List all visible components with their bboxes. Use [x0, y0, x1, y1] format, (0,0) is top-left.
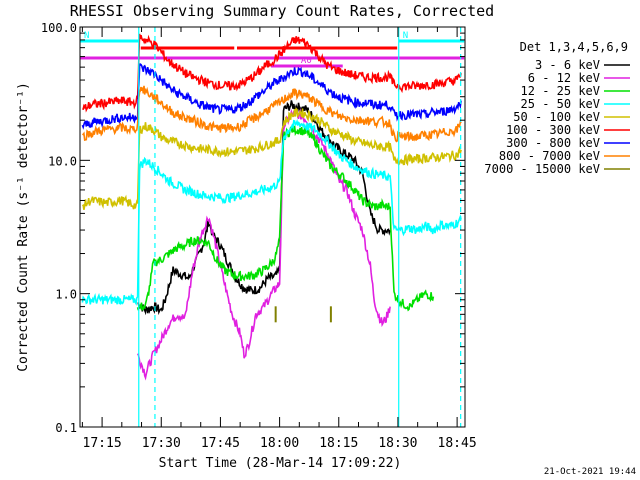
- legend-label: 7000 - 15000 keV: [484, 162, 600, 176]
- x-tick-label: 18:45: [438, 436, 477, 451]
- plot-frame: [79, 26, 466, 428]
- series-line: [82, 33, 462, 113]
- series-line: [81, 63, 462, 130]
- legend-label: 50 - 100 keV: [513, 110, 600, 124]
- series-6: [81, 63, 462, 130]
- status-bars-layer: N N A0: [80, 31, 465, 68]
- x-tick-label: 17:15: [83, 436, 122, 451]
- legend-label: 12 - 25 keV: [521, 84, 600, 98]
- x-axis-label: Start Time (28-Mar-14 17:09:22): [159, 456, 402, 471]
- legend-title: Det 1,3,4,5,6,9: [520, 40, 628, 54]
- series-line: [136, 125, 435, 312]
- series-5: [82, 33, 462, 113]
- series-8: [274, 306, 332, 323]
- series-4: [81, 107, 462, 210]
- x-tick-label: 18:15: [319, 436, 358, 451]
- series-7: [81, 85, 462, 143]
- footer-date: 21-Oct-2021 19:44: [544, 467, 636, 477]
- series-line: [81, 85, 462, 143]
- markers-layer: [138, 27, 462, 427]
- y-tick-label: 10.0: [48, 154, 77, 168]
- status-bar-label: N: [403, 31, 408, 41]
- legend-label: 25 - 50 keV: [521, 97, 600, 111]
- series-layer: [81, 33, 462, 381]
- series-line: [81, 118, 462, 306]
- series-2: [136, 125, 435, 312]
- status-bar-label: A0: [301, 56, 312, 66]
- series-line: [81, 107, 462, 210]
- series-line: [137, 100, 391, 316]
- y-tick-label: 0.1: [55, 421, 77, 435]
- status-bar-label: N: [84, 31, 89, 41]
- series-3: [81, 118, 462, 306]
- series-line: [136, 107, 391, 381]
- y-tick-label: 1.0: [55, 288, 77, 302]
- series-0: [137, 100, 391, 316]
- series-1: [136, 107, 391, 381]
- x-tick-label: 18:30: [378, 436, 417, 451]
- y-tick-label: 100.0: [41, 21, 77, 35]
- legend-label: 300 - 800 keV: [506, 136, 600, 150]
- legend-label: 3 - 6 keV: [535, 58, 600, 72]
- y-axis-label: Corrected Count Rate (s⁻¹ detector⁻¹): [16, 82, 31, 372]
- axis-layer: 0.1 1.0 10.0 100.0 17:15 17:30 17:45 18:00 18:15…: [41, 21, 477, 451]
- chart-title: RHESSI Observing Summary Count Rates, Co…: [70, 2, 494, 20]
- legend-label: 6 - 12 keV: [528, 71, 600, 85]
- x-tick-label: 18:00: [260, 436, 299, 451]
- legend-label: 100 - 300 keV: [506, 123, 600, 137]
- x-tick-label: 17:30: [142, 436, 181, 451]
- x-tick-label: 17:45: [201, 436, 240, 451]
- legend-label: 800 - 7000 keV: [499, 149, 600, 163]
